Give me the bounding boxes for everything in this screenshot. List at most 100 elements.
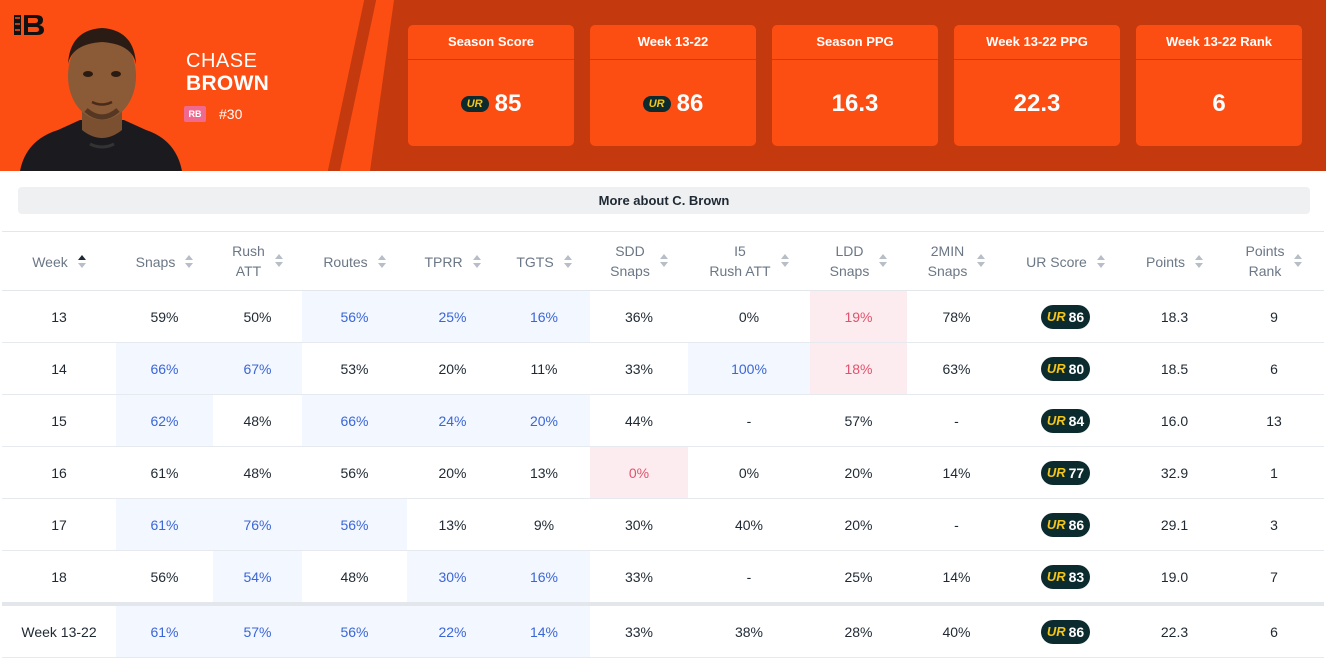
column-header[interactable]: Points Rank <box>1224 231 1324 291</box>
table-cell: 19.0 <box>1125 550 1224 605</box>
position-badge: RB <box>184 106 206 122</box>
table-cell: 33% <box>590 550 688 605</box>
table-cell: - <box>688 394 810 447</box>
table-cell: 67% <box>213 342 302 395</box>
sort-icon[interactable] <box>780 253 789 269</box>
table-cell: 16% <box>498 550 590 605</box>
table-cell: 11% <box>498 342 590 395</box>
column-header-label: TPRR <box>424 252 462 272</box>
table-cell: 22.3 <box>1125 602 1224 658</box>
column-header-label: TGTS <box>516 252 553 272</box>
column-header-line1: UR Score <box>1026 253 1087 270</box>
table-cell: 40% <box>688 498 810 551</box>
table-cell: 40% <box>907 602 1006 658</box>
stat-card-week-ppg: Week 13-22 PPG 22.3 <box>954 25 1120 146</box>
table-cell: UR 86 <box>1006 602 1125 658</box>
table-cell: 0% <box>688 290 810 343</box>
ur-logo-icon: UR <box>460 95 489 112</box>
column-header[interactable]: UR Score <box>1006 231 1125 291</box>
ur-score-badge: UR 84 <box>1040 408 1091 433</box>
column-header[interactable]: Week <box>2 231 116 291</box>
column-header[interactable]: Rush ATT <box>213 231 302 291</box>
column-header[interactable]: Snaps <box>116 231 213 291</box>
table-cell: 100% <box>688 342 810 395</box>
column-header-line2: Rush ATT <box>709 263 771 279</box>
table-cell: 18% <box>810 342 907 395</box>
ur-score-badge: UR 83 <box>1040 564 1091 589</box>
table-cell: 25% <box>810 550 907 605</box>
weekly-stats-table: Week Snaps Rush ATT Routes TPRR TGTS SDD Snaps I5… <box>2 231 1324 658</box>
ur-score-value: 86 <box>1068 623 1085 640</box>
ur-score-value: 86 <box>1068 308 1085 325</box>
column-header-line2: Snaps <box>610 263 650 279</box>
ur-score-badge: UR 86 <box>1040 619 1091 644</box>
table-cell: 28% <box>810 602 907 658</box>
column-header[interactable]: LDD Snaps <box>810 231 907 291</box>
column-header-line1: Points <box>1245 243 1285 259</box>
ur-logo-icon: UR <box>1046 361 1066 376</box>
ur-score-badge: UR 86 <box>1040 304 1091 329</box>
more-about-player-button[interactable]: More about C. Brown <box>18 187 1310 214</box>
table-cell: 78% <box>907 290 1006 343</box>
table-cell: 32.9 <box>1125 446 1224 499</box>
column-header[interactable]: TPRR <box>407 231 498 291</box>
ur-logo-icon: UR <box>1046 569 1066 584</box>
column-header[interactable]: Points <box>1125 231 1224 291</box>
column-header[interactable]: SDD Snaps <box>590 231 688 291</box>
column-header[interactable]: TGTS <box>498 231 590 291</box>
table-cell: 9% <box>498 498 590 551</box>
column-header-label: I5 Rush ATT <box>709 241 770 281</box>
table-cell: 14 <box>2 342 116 395</box>
ur-logo-icon: UR <box>642 95 671 112</box>
table-cell: 56% <box>302 602 407 658</box>
table-cell: 48% <box>302 550 407 605</box>
sort-icon[interactable] <box>977 253 986 269</box>
table-cell: Week 13-22 <box>2 602 116 658</box>
column-header[interactable]: 2MIN Snaps <box>907 231 1006 291</box>
player-headshot <box>20 28 182 171</box>
sort-icon[interactable] <box>563 254 572 270</box>
column-header[interactable]: I5 Rush ATT <box>688 231 810 291</box>
table-cell: UR 80 <box>1006 342 1125 395</box>
column-header[interactable]: Routes <box>302 231 407 291</box>
table-row: 18 56% 54% 48% 30% 16% 33% -25% 14% UR 83 19.0 7 <box>2 550 1324 605</box>
table-cell: 57% <box>810 394 907 447</box>
column-header-line1: SDD <box>615 243 645 259</box>
column-header-line1: Routes <box>323 253 368 270</box>
sort-icon[interactable] <box>274 253 283 269</box>
column-header-line1: LDD <box>835 243 864 259</box>
sort-icon[interactable] <box>77 254 86 270</box>
column-header-label: Points Rank <box>1246 241 1285 281</box>
table-cell: UR 86 <box>1006 290 1125 343</box>
sort-icon[interactable] <box>1294 253 1303 269</box>
table-cell: 14% <box>907 446 1006 499</box>
table-cell: 61% <box>116 602 213 658</box>
sort-icon[interactable] <box>879 253 888 269</box>
column-header-line2: Rank <box>1248 263 1282 279</box>
table-cell: 59% <box>116 290 213 343</box>
table-row: 17 61% 76% 56% 13% 9% 30% 40% 20% - UR 86 29.1 3 <box>2 498 1324 551</box>
sort-icon[interactable] <box>1096 254 1105 270</box>
column-header-line1: Points <box>1146 253 1185 270</box>
stat-card-season-score: Season Score UR 85 <box>408 25 574 146</box>
column-header-label: UR Score <box>1026 252 1087 272</box>
sort-icon[interactable] <box>185 254 194 270</box>
table-cell: 15 <box>2 394 116 447</box>
table-cell: 16% <box>498 290 590 343</box>
table-cell: 20% <box>407 446 498 499</box>
table-cell: 16.0 <box>1125 394 1224 447</box>
column-header-line1: Snaps <box>135 253 176 270</box>
column-header-line1: Week <box>32 253 68 270</box>
table-row: 15 62% 48% 66% 24% 20% 44% -57% - UR 84 16.0 13 <box>2 394 1324 447</box>
sort-icon[interactable] <box>377 254 386 270</box>
sort-icon[interactable] <box>472 254 481 270</box>
table-cell: 0% <box>688 446 810 499</box>
player-header: CHASE BROWN RB #30 Season Score UR 85 Wee… <box>0 0 1326 171</box>
stat-card-label: Season PPG <box>772 25 938 60</box>
ur-score-value: 86 <box>1068 516 1085 533</box>
sort-icon[interactable] <box>1194 254 1203 270</box>
table-cell: 7 <box>1224 550 1324 605</box>
sort-icon[interactable] <box>659 253 668 269</box>
column-header-label: Snaps <box>136 252 176 272</box>
column-header-line1: Rush <box>232 243 265 259</box>
